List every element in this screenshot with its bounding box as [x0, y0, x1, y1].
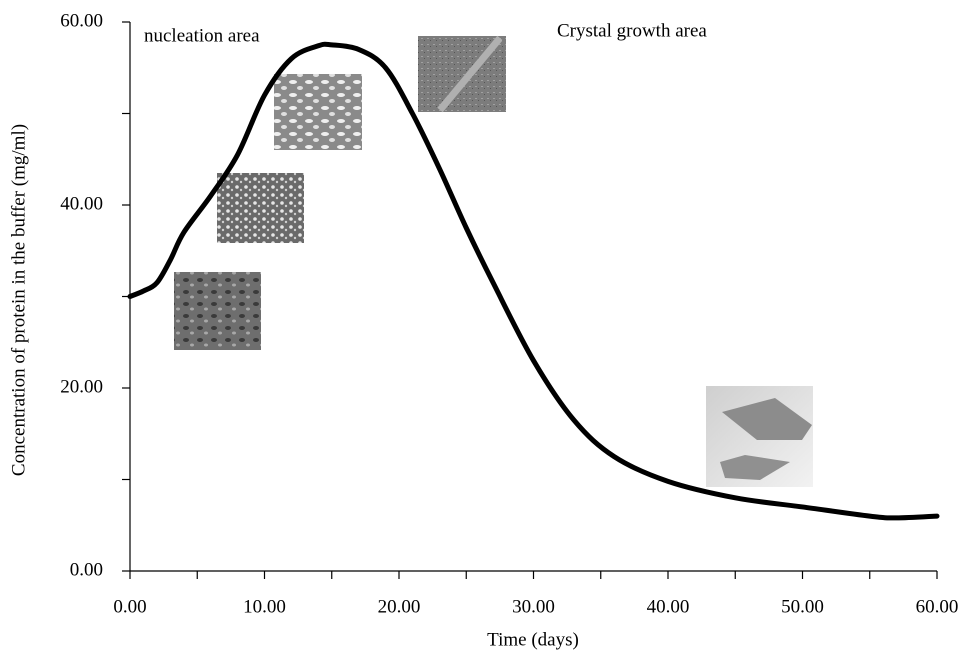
- x-tick-label: 30.00: [512, 596, 555, 617]
- annotation: nucleation area: [144, 25, 260, 46]
- inset-images: [174, 35, 813, 487]
- y-tick-label: 60.00: [60, 10, 103, 31]
- y-axis-label: Concentration of protein in the buffer (…: [8, 124, 29, 476]
- y-tick-label: 20.00: [60, 376, 103, 397]
- y-tick-label: 40.00: [60, 193, 103, 214]
- y-tick-label: 0.00: [70, 559, 103, 580]
- inset-image: [274, 74, 362, 150]
- x-tick-label: 10.00: [243, 596, 286, 617]
- x-axis-label: Time (days): [487, 629, 579, 650]
- x-tick-label: 40.00: [647, 596, 690, 617]
- x-tick-label: 60.00: [916, 596, 959, 617]
- inset-detail: [722, 398, 812, 440]
- annotation: Crystal growth area: [557, 20, 707, 41]
- x-tick-label: 0.00: [113, 596, 146, 617]
- inset-image: [174, 272, 261, 350]
- inset-detail: [437, 35, 503, 113]
- x-tick-label: 50.00: [781, 596, 824, 617]
- inset-image: [217, 173, 304, 243]
- data-line: [127, 41, 940, 521]
- x-tick-label: 20.00: [378, 596, 421, 617]
- inset-detail: [720, 455, 790, 480]
